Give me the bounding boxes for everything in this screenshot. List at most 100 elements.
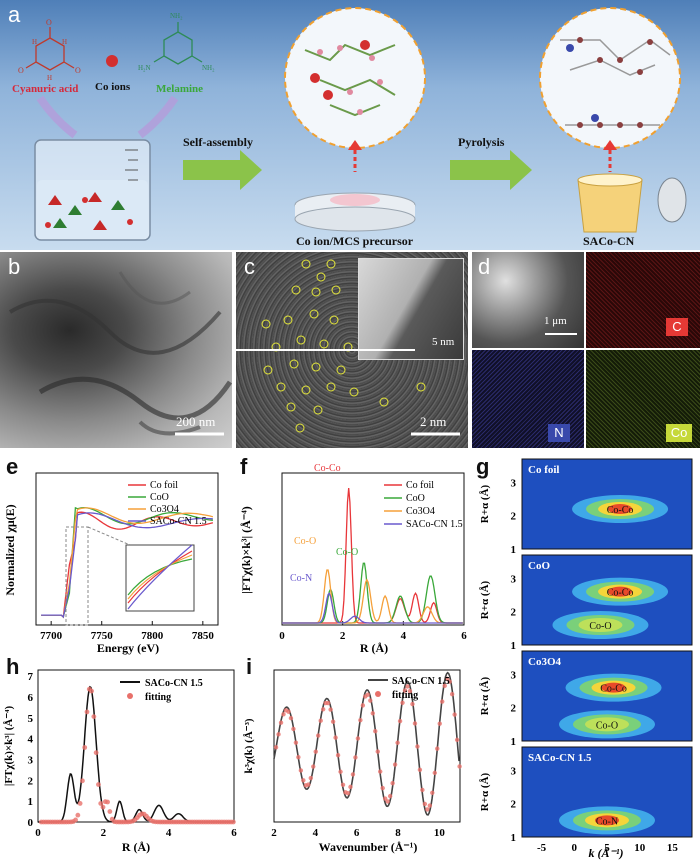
i-fit-point (345, 790, 351, 796)
f-tick-label: 6 (461, 630, 467, 642)
e-tick-label: 7850 (192, 630, 215, 642)
i-fit-point (390, 781, 395, 786)
self-assembly-label: Self-assembly (183, 135, 253, 149)
i-fit-point (427, 803, 433, 808)
h-ytick-label: 7 (28, 671, 34, 683)
e-inset-line (127, 550, 193, 604)
i-fit-point (392, 762, 398, 767)
h-ytick-label: 1 (28, 796, 34, 808)
i-xtick-label: 4 (313, 827, 319, 839)
panel-h-chart: 0 2 4 6 0 1 2 3 4 5 6 7 R (Å) |FTχ(k)×k³| (Å⁻⁴) SAC… (3, 669, 237, 854)
i-fit-point (437, 721, 442, 726)
i-fit-point (410, 701, 415, 707)
g-peak-label: Co-O (596, 720, 618, 731)
i-xtick-label: 10 (434, 827, 446, 839)
annot-co-o-2: Co-O (336, 547, 358, 558)
i-fit-point (407, 688, 413, 694)
e-tick-label: 7700 (40, 630, 63, 642)
h-fit-point (80, 778, 85, 784)
i-xtick-label: 2 (271, 827, 277, 839)
e-legend-label: Co3O4 (150, 504, 179, 515)
precursor-label: Co ion/MCS precursor (296, 234, 414, 248)
arrow-right-icon-2 (450, 150, 532, 190)
i-fit-point (380, 785, 385, 791)
panel-e-ylabel: Normalized χμ(E) (3, 504, 17, 595)
i-fit-point (370, 711, 375, 716)
g-ylabel: R+α (Å) (479, 676, 491, 715)
panel-a-label: a (8, 2, 21, 27)
g-ytick-label: 2 (511, 703, 517, 715)
i-fit-point (415, 744, 420, 749)
h-ytick-label: 6 (28, 692, 34, 704)
h-fit-point (230, 819, 236, 825)
g-peak-label: Co-O (589, 621, 611, 632)
h-fit-point (84, 709, 90, 715)
i-fit-point (353, 755, 358, 760)
i-fit-point (378, 769, 383, 774)
svg-text:O: O (46, 18, 52, 27)
h-xtick-label: 0 (35, 827, 41, 839)
h-ytick-label: 5 (28, 713, 34, 725)
i-fit-point (435, 746, 440, 751)
i-fit-point (444, 676, 450, 682)
cyanuric-acid-structure (25, 27, 75, 71)
melamine-structure (153, 22, 203, 65)
g-peak-label: Co-N (596, 816, 618, 827)
i-fit-point (375, 749, 380, 754)
g-peak-label: Co-Co (607, 588, 634, 599)
i-fit-point (422, 801, 428, 807)
panel-i-label: i (246, 654, 253, 679)
panel-h-label: h (6, 654, 20, 679)
i-fit-point (452, 712, 457, 717)
e-legend-label: SACo-CN 1.5 (150, 516, 207, 527)
h-legend-label: fitting (145, 692, 171, 703)
panel-f-chart: 0 2 4 6 R (Å) |FTχ(k)×k³| (Å⁻⁴) Co foil CoO C… (239, 463, 467, 655)
h-fit-point (105, 799, 110, 805)
e-legend-label: Co foil (150, 480, 178, 491)
svg-text:NH₂: NH₂ (170, 12, 183, 20)
svg-text:H: H (32, 38, 37, 46)
i-fit-point (397, 718, 403, 724)
panel-d-scale-line (545, 333, 577, 335)
g-ytick-label: 3 (511, 765, 517, 777)
i-fit-point (313, 749, 318, 754)
h-ytick-label: 0 (28, 817, 34, 829)
e-inset-line (127, 544, 193, 610)
svg-text:O: O (75, 66, 81, 75)
svg-text:H: H (62, 38, 67, 46)
co-ion-icon (106, 55, 118, 67)
i-fit-point (360, 703, 366, 708)
panel-d-map-co (586, 350, 700, 448)
i-fit-point (385, 799, 390, 804)
panel-d-sem-image (472, 252, 584, 348)
i-fit-point (298, 768, 304, 773)
i-xtick-label: 6 (354, 827, 360, 839)
g-xtick-label: -5 (537, 842, 547, 854)
g-ytick-label: 2 (511, 511, 517, 523)
i-fit-point (316, 733, 321, 738)
g-subpanel-title: Co3O4 (528, 656, 562, 668)
i-fit-point (387, 793, 393, 799)
i-fit-point (417, 767, 423, 773)
i-fit-point (301, 778, 306, 783)
panel-f-label: f (240, 454, 248, 479)
panel-c-scale-bar-label: 2 nm (420, 414, 447, 429)
i-fit-point (373, 728, 378, 734)
i-fit-point (350, 772, 356, 777)
i-fit-point (400, 700, 405, 705)
h-ytick-label: 4 (28, 734, 34, 746)
panel-f-xlabel: R (Å) (360, 641, 388, 655)
h-xtick-label: 4 (166, 827, 172, 839)
i-fit-point (325, 700, 331, 706)
i-fit-point (335, 752, 341, 758)
f-legend-label: SACo-CN 1.5 (406, 519, 463, 530)
h-fit-point (82, 745, 88, 750)
g-subpanel-title: CoO (528, 560, 550, 572)
arrow-right-icon (183, 150, 262, 190)
panel-c-inset-scale-label: 5 nm (432, 336, 455, 348)
h-fit-point (98, 801, 104, 806)
i-fit-point (432, 770, 437, 776)
panel-g-chart: Co-Co Co foil 1 2 3 R+α (Å) Co-Co Co-O CoO 1 2 3 R+α… (479, 458, 693, 860)
i-fit-point (320, 707, 326, 712)
